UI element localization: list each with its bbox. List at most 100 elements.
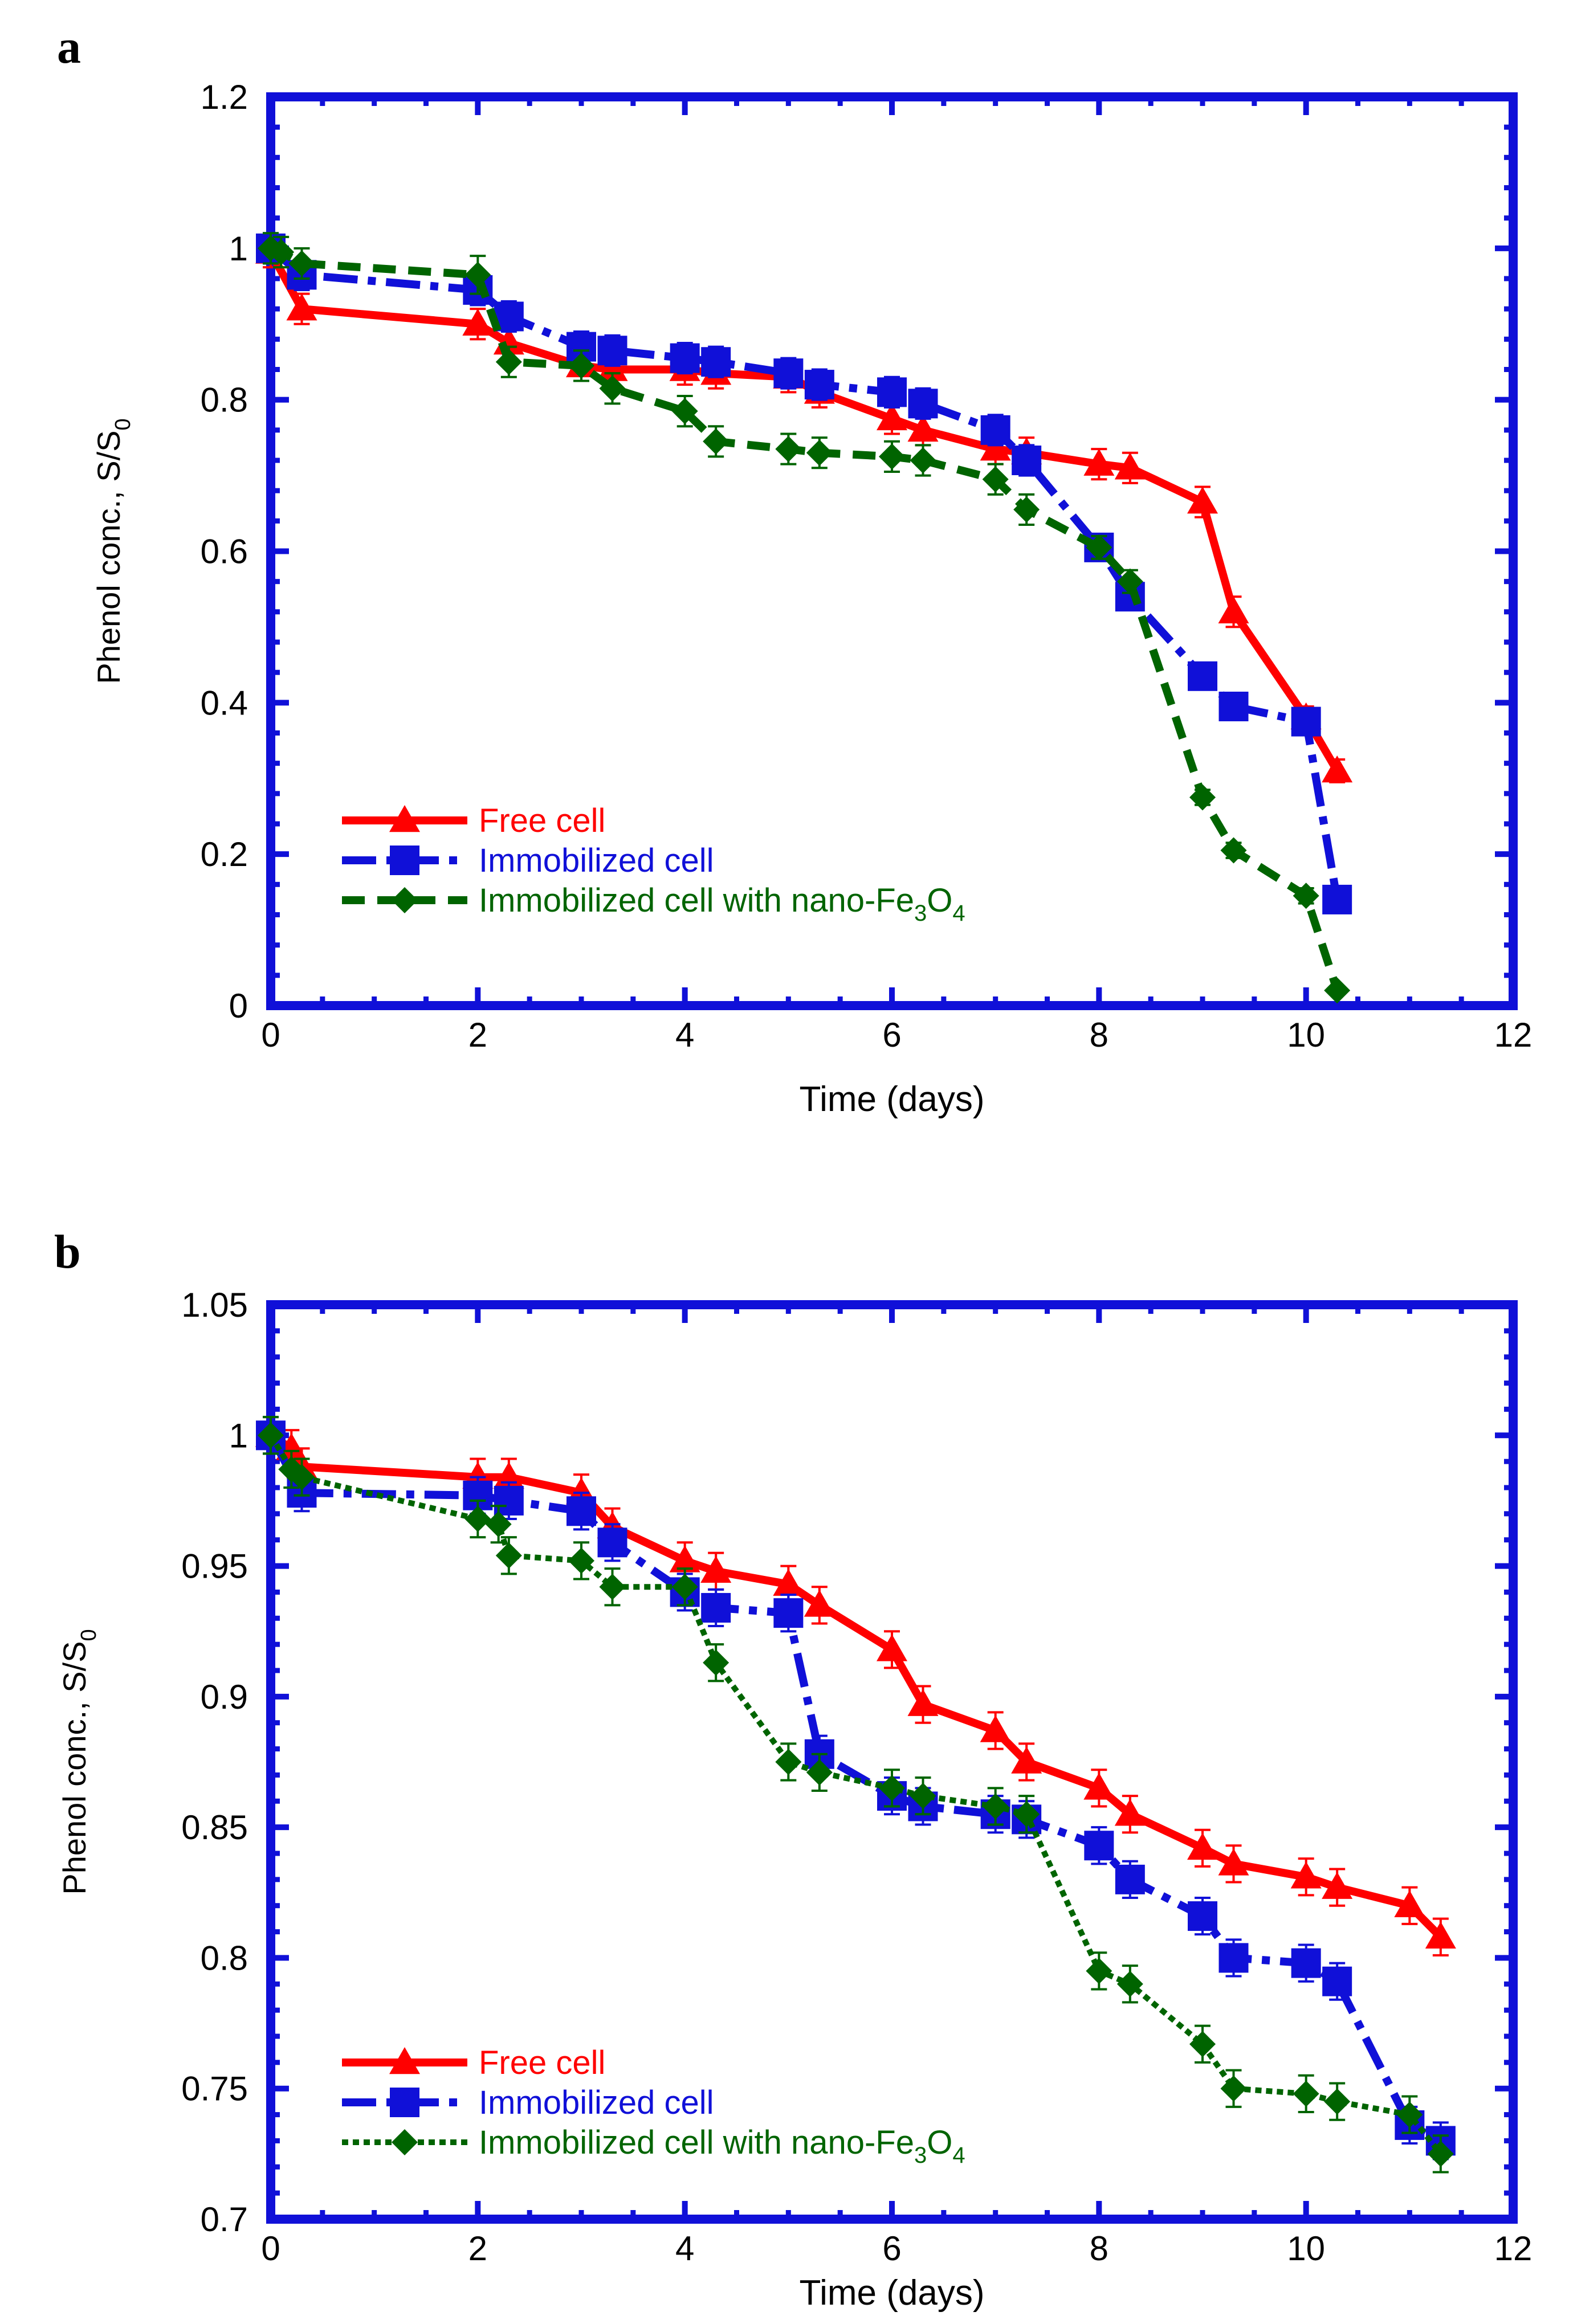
data-point: [1220, 837, 1247, 864]
data-point: [877, 1634, 907, 1661]
data-point: [258, 1422, 284, 1449]
plot-frame-b: [266, 1300, 1518, 2224]
series-line-free: [267, 250, 1341, 773]
data-point: [1218, 691, 1249, 721]
data-point: [1116, 568, 1143, 595]
data-point: [1324, 2088, 1351, 2115]
data-point: [1187, 1832, 1218, 1860]
legend-entry-free: Free cell: [342, 802, 605, 839]
series-immobilized-b: [256, 1416, 1456, 2160]
y-tick-label: 0.75: [181, 2070, 248, 2108]
data-point: [775, 1749, 802, 1775]
x-tick-label: 6: [882, 1016, 901, 1054]
legend-marker: [392, 887, 418, 913]
data-point: [775, 436, 802, 463]
y-tick-label: 0.6: [201, 533, 248, 571]
legend-entry-nano: Immobilized cell with nano-Fe3O4: [342, 882, 965, 926]
legend-label: Immobilized cell with nano-Fe3O4: [479, 882, 965, 926]
x-tick-label: 0: [261, 2229, 280, 2268]
x-tick-label: 8: [1090, 1016, 1109, 1054]
data-point: [804, 1590, 835, 1617]
data-point: [1188, 1901, 1217, 1931]
data-point: [703, 428, 730, 455]
series-nano-a: [258, 232, 1351, 1004]
x-tick-label: 8: [1090, 2229, 1109, 2268]
data-point: [495, 349, 522, 375]
data-point: [908, 389, 938, 419]
data-point: [1394, 1890, 1425, 1917]
series-immobilized-a: [256, 232, 1352, 914]
y-tick-label: 0.85: [181, 1808, 248, 1847]
legend-label: Immobilized cell with nano-Fe3O4: [479, 2124, 965, 2168]
data-point: [286, 293, 317, 321]
data-point: [1218, 1848, 1249, 1876]
data-point: [1322, 884, 1352, 914]
data-point: [773, 1598, 804, 1628]
data-point: [1218, 1943, 1249, 1973]
data-point: [907, 1689, 939, 1716]
legend-entry-immobilized: Immobilized cell: [342, 842, 714, 879]
data-point: [1012, 446, 1042, 475]
data-point: [982, 466, 1009, 493]
x-tick-label: 12: [1494, 1016, 1533, 1054]
data-point: [910, 1783, 936, 1810]
data-point: [495, 1542, 522, 1569]
data-point: [701, 347, 731, 377]
data-point: [877, 403, 907, 431]
legend-label: Immobilized cell: [479, 842, 714, 879]
data-point: [1396, 2101, 1423, 2128]
data-point: [1322, 755, 1353, 783]
data-point: [1189, 2031, 1216, 2057]
y-tick-label: 0.8: [201, 1939, 248, 1977]
chart-panel-a: a 0 2 4 6 8 10 12 0 0.2 0.4 0.6 0.8 1 1.2 Time (days) Ph…: [57, 21, 1532, 1119]
legend-marker: [390, 846, 419, 875]
data-point: [1322, 1966, 1352, 1996]
data-point: [671, 398, 698, 424]
series-line-immobilized: [267, 1433, 1442, 2145]
y-tick-label: 0.8: [201, 381, 248, 419]
data-point: [907, 414, 939, 442]
data-point: [669, 1545, 700, 1573]
data-point: [980, 434, 1011, 461]
data-point: [1220, 2075, 1247, 2102]
data-point: [1188, 661, 1217, 691]
y-tick-label: 0.9: [201, 1678, 248, 1716]
data-point: [597, 1527, 627, 1558]
data-point: [1218, 596, 1249, 624]
series-free-a: [255, 235, 1353, 783]
data-point: [464, 262, 491, 288]
data-point: [1290, 1861, 1322, 1889]
x-tick-label: 6: [882, 2229, 901, 2268]
data-point: [804, 370, 834, 400]
chart-panel-b: b 0 2 4 6 8 10 12 0.7 0.75 0.8 0.85 0.9 0.95 1 1.05 Time…: [54, 1226, 1532, 2313]
data-point: [982, 1793, 1009, 1820]
data-point: [568, 1547, 594, 1574]
legend-label: Free cell: [479, 2044, 605, 2081]
data-point: [1324, 977, 1351, 1004]
data-point: [1425, 1921, 1456, 1949]
x-tick-label: 12: [1494, 2229, 1533, 2268]
x-tick-label: 4: [675, 2229, 694, 2268]
data-point: [806, 1759, 833, 1786]
legend-marker: [389, 2047, 420, 2074]
x-tick-label: 2: [468, 1016, 487, 1054]
data-point: [700, 1555, 732, 1583]
legend-marker: [392, 2129, 418, 2155]
series-line-immobilized: [268, 245, 1342, 901]
y-tick-label: 0.4: [201, 684, 248, 722]
plot-frame-a: [266, 92, 1518, 1010]
legend-marker: [390, 2088, 419, 2117]
data-point: [288, 250, 315, 277]
data-point: [1083, 448, 1115, 476]
data-point: [1189, 784, 1216, 811]
y-tick-label: 1.05: [181, 1286, 248, 1324]
legend-entry-immobilized: Immobilized cell: [342, 2084, 714, 2121]
data-point: [773, 358, 804, 389]
data-point: [701, 1592, 731, 1623]
data-point: [1013, 496, 1040, 523]
data-point: [464, 1506, 491, 1533]
y-tick-label: 0.95: [181, 1547, 248, 1586]
data-point: [1293, 2080, 1319, 2107]
data-point: [703, 1649, 730, 1676]
